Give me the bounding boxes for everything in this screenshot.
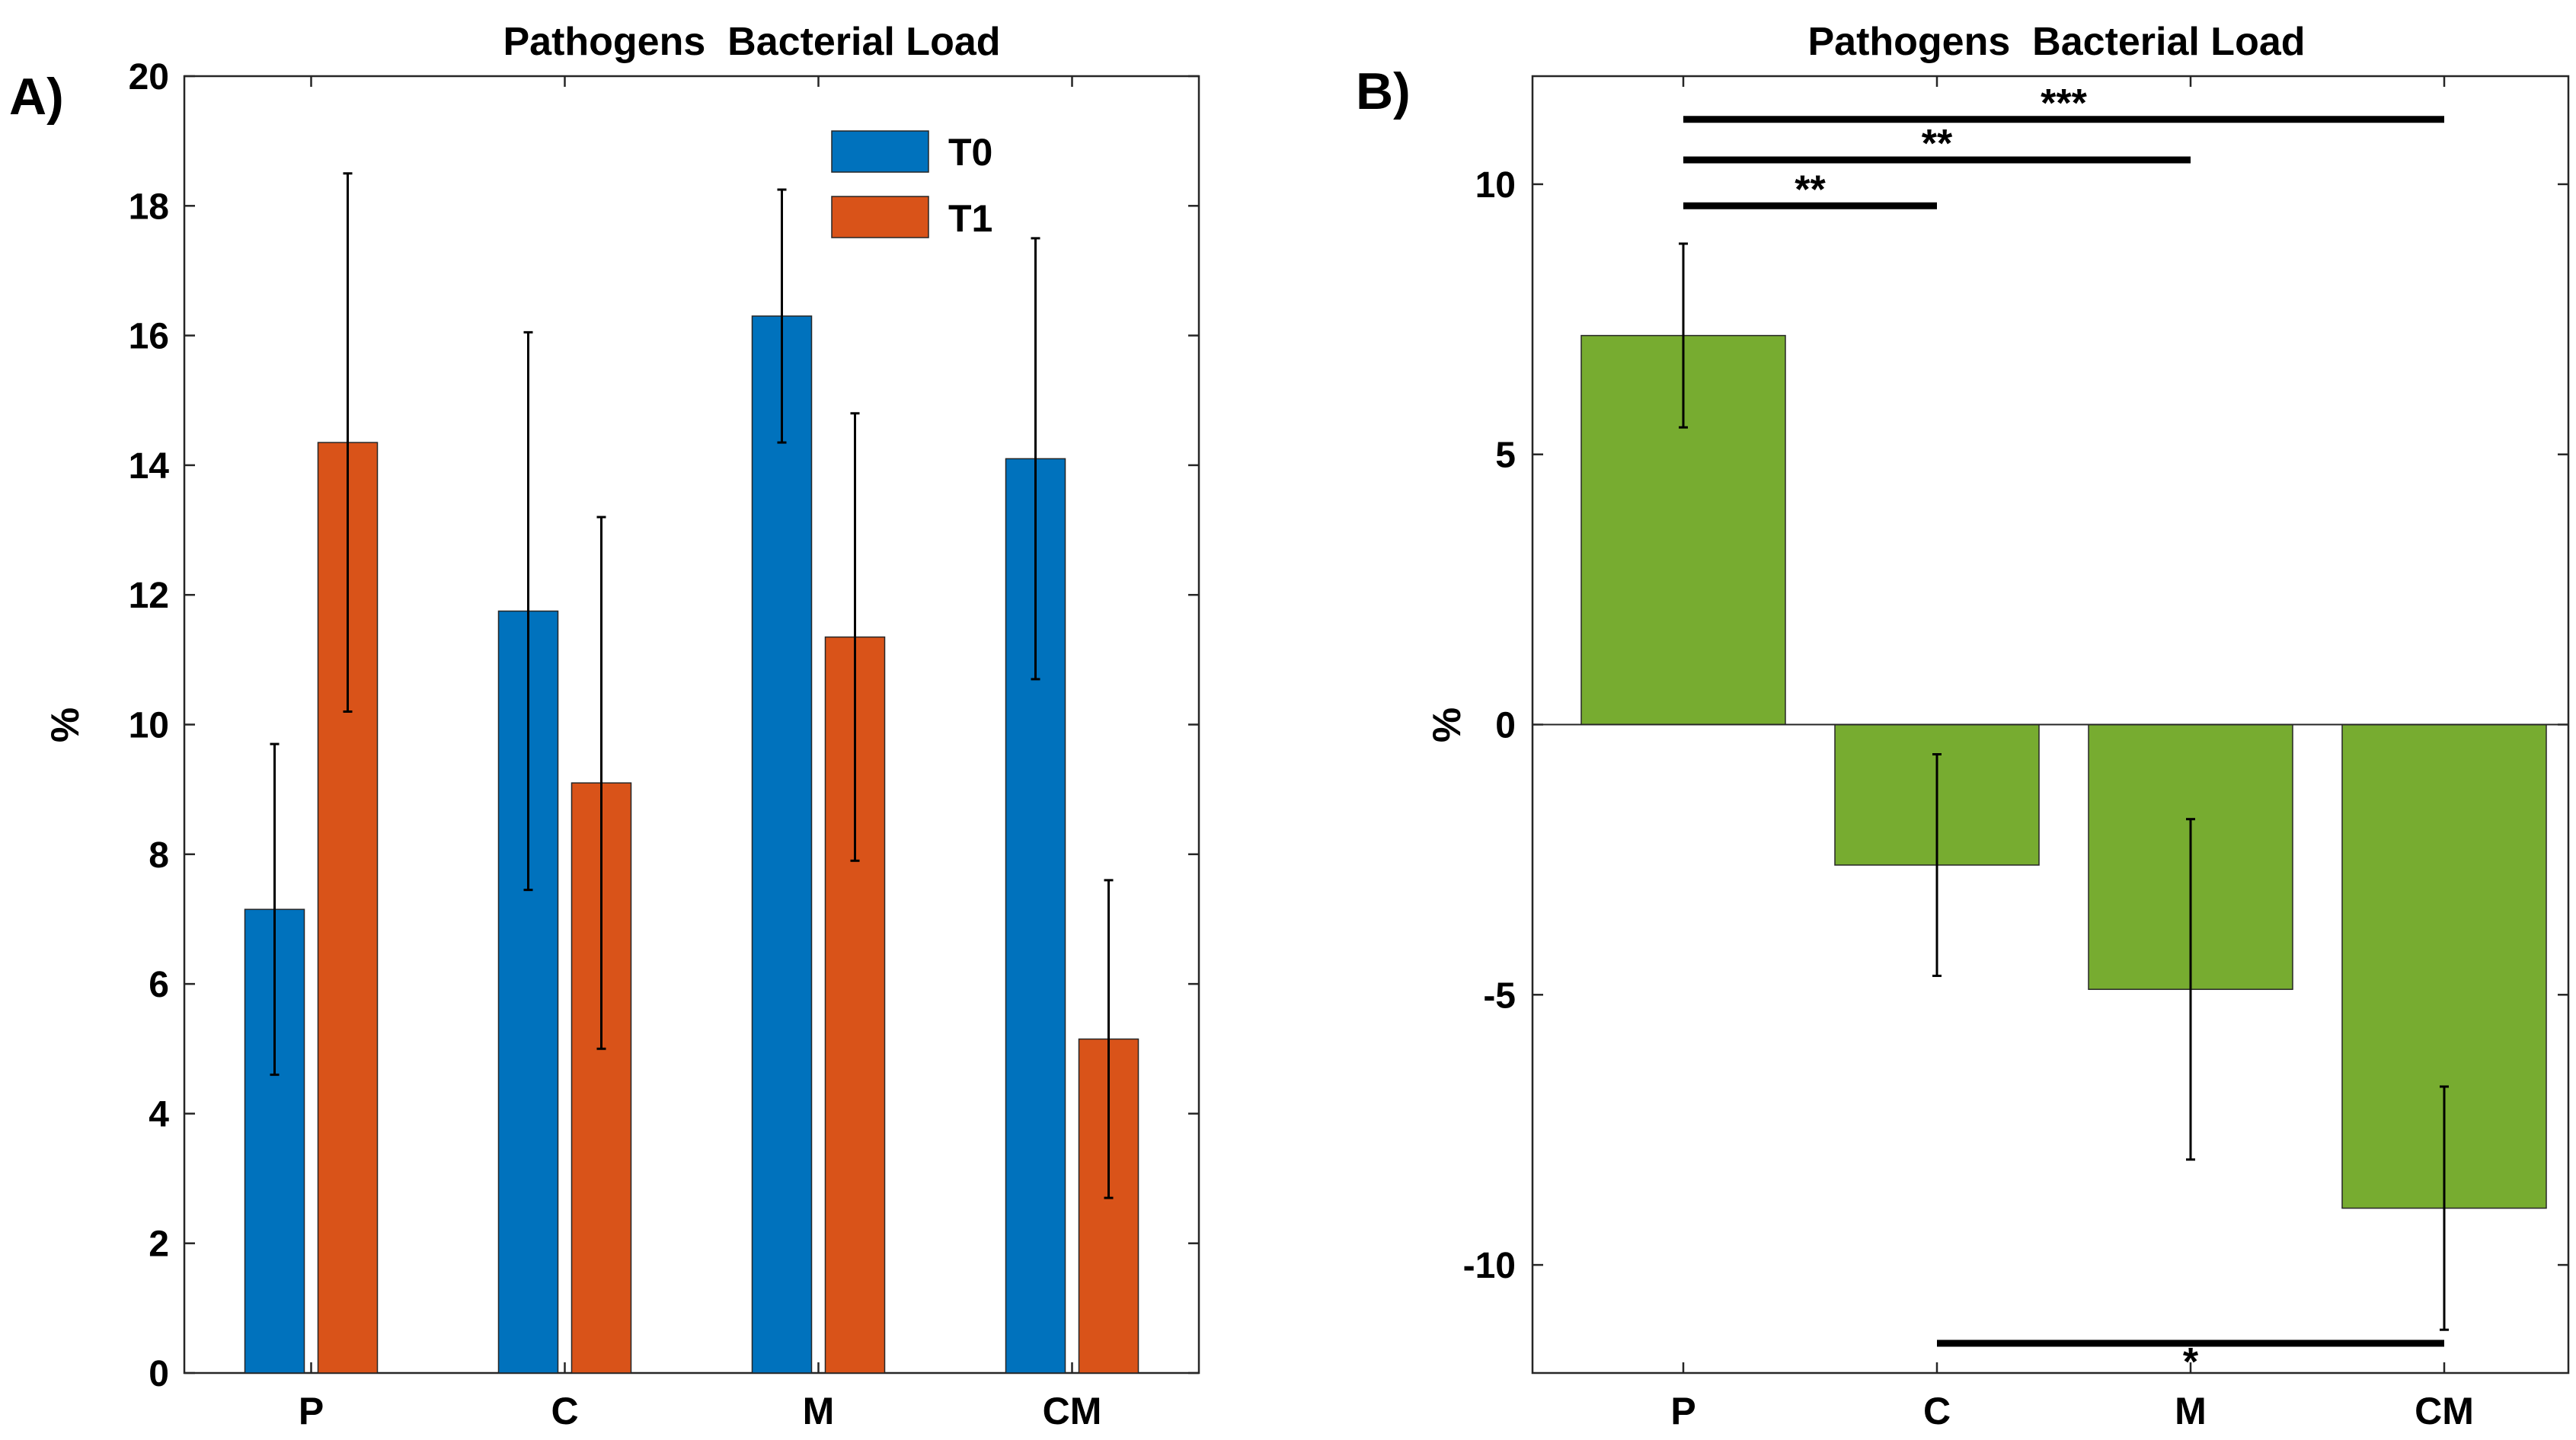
legend-label-t1: T1 [948, 197, 992, 240]
legend-label-t0: T0 [948, 131, 992, 174]
y-tick-label: 0 [149, 1354, 169, 1394]
panel-b-title: Pathogens Bacterial Load [1807, 20, 2305, 64]
panel-a-ylabel: % [43, 707, 88, 742]
x-tick-label: M [803, 1390, 835, 1432]
panel-a-bars [244, 315, 1139, 1374]
panel-a: A) Pathogens Bacterial Load % 0 2 4 6 8 10 12 1… [9, 20, 1200, 1432]
y-tick-label: -5 [1483, 975, 1516, 1016]
panel-b-ylabel: % [1425, 707, 1469, 742]
legend-swatch-t0 [831, 130, 929, 173]
x-tick-label: P [1670, 1390, 1695, 1432]
y-tick-label: 18 [129, 187, 169, 227]
panel-b-bars [1580, 334, 2547, 1209]
y-tick-label: 5 [1495, 436, 1516, 476]
panel-b-error-bars [1679, 242, 2449, 1331]
x-tick-label: CM [1043, 1390, 1102, 1432]
x-tick-label: C [551, 1390, 578, 1432]
x-tick-label: M [2175, 1390, 2207, 1432]
y-tick-label: 8 [149, 835, 169, 876]
panel-a-y-ticks: 0 2 4 6 8 10 12 14 16 18 20 [129, 57, 1199, 1394]
significance-label: ** [1795, 168, 1826, 212]
y-tick-label: 4 [149, 1094, 169, 1135]
y-tick-label: 12 [129, 576, 169, 616]
x-tick-label: C [1923, 1390, 1951, 1432]
significance-label: ** [1922, 122, 1953, 166]
panel-a-error-bars [270, 172, 1114, 1199]
panel-b: B) Pathogens Bacterial Load % -10-50510 … [1356, 20, 2570, 1432]
y-tick-label: 0 [1495, 706, 1516, 746]
y-tick-label: 16 [129, 317, 169, 357]
y-tick-label: -10 [1463, 1246, 1516, 1286]
panel-b-significance: ******** [1683, 81, 2444, 1384]
y-tick-label: 6 [149, 965, 169, 1005]
y-tick-label: 20 [129, 57, 169, 97]
panel-b-x-ticks: P C M CM [1670, 76, 2474, 1432]
panel-a-x-ticks: P C M CM [299, 76, 1102, 1432]
x-tick-label: P [299, 1390, 324, 1432]
panel-a-title: Pathogens Bacterial Load [503, 20, 1000, 64]
y-tick-label: 10 [1475, 165, 1516, 206]
legend-swatch-t1 [831, 196, 929, 238]
bar-t0-m [751, 315, 813, 1374]
panel-a-legend: T0 T1 [831, 130, 992, 240]
panel-a-label: A) [9, 68, 64, 126]
significance-label: *** [2041, 81, 2087, 126]
panel-b-y-ticks: -10 -5 0 5 10 [1463, 165, 2568, 1286]
panel-b-label: B) [1356, 62, 1411, 120]
significance-label: * [2183, 1340, 2199, 1384]
y-tick-label: 2 [149, 1224, 169, 1265]
y-tick-label: 14 [129, 446, 170, 487]
x-tick-label: CM [2415, 1390, 2474, 1432]
y-tick-label: 10 [129, 706, 169, 746]
